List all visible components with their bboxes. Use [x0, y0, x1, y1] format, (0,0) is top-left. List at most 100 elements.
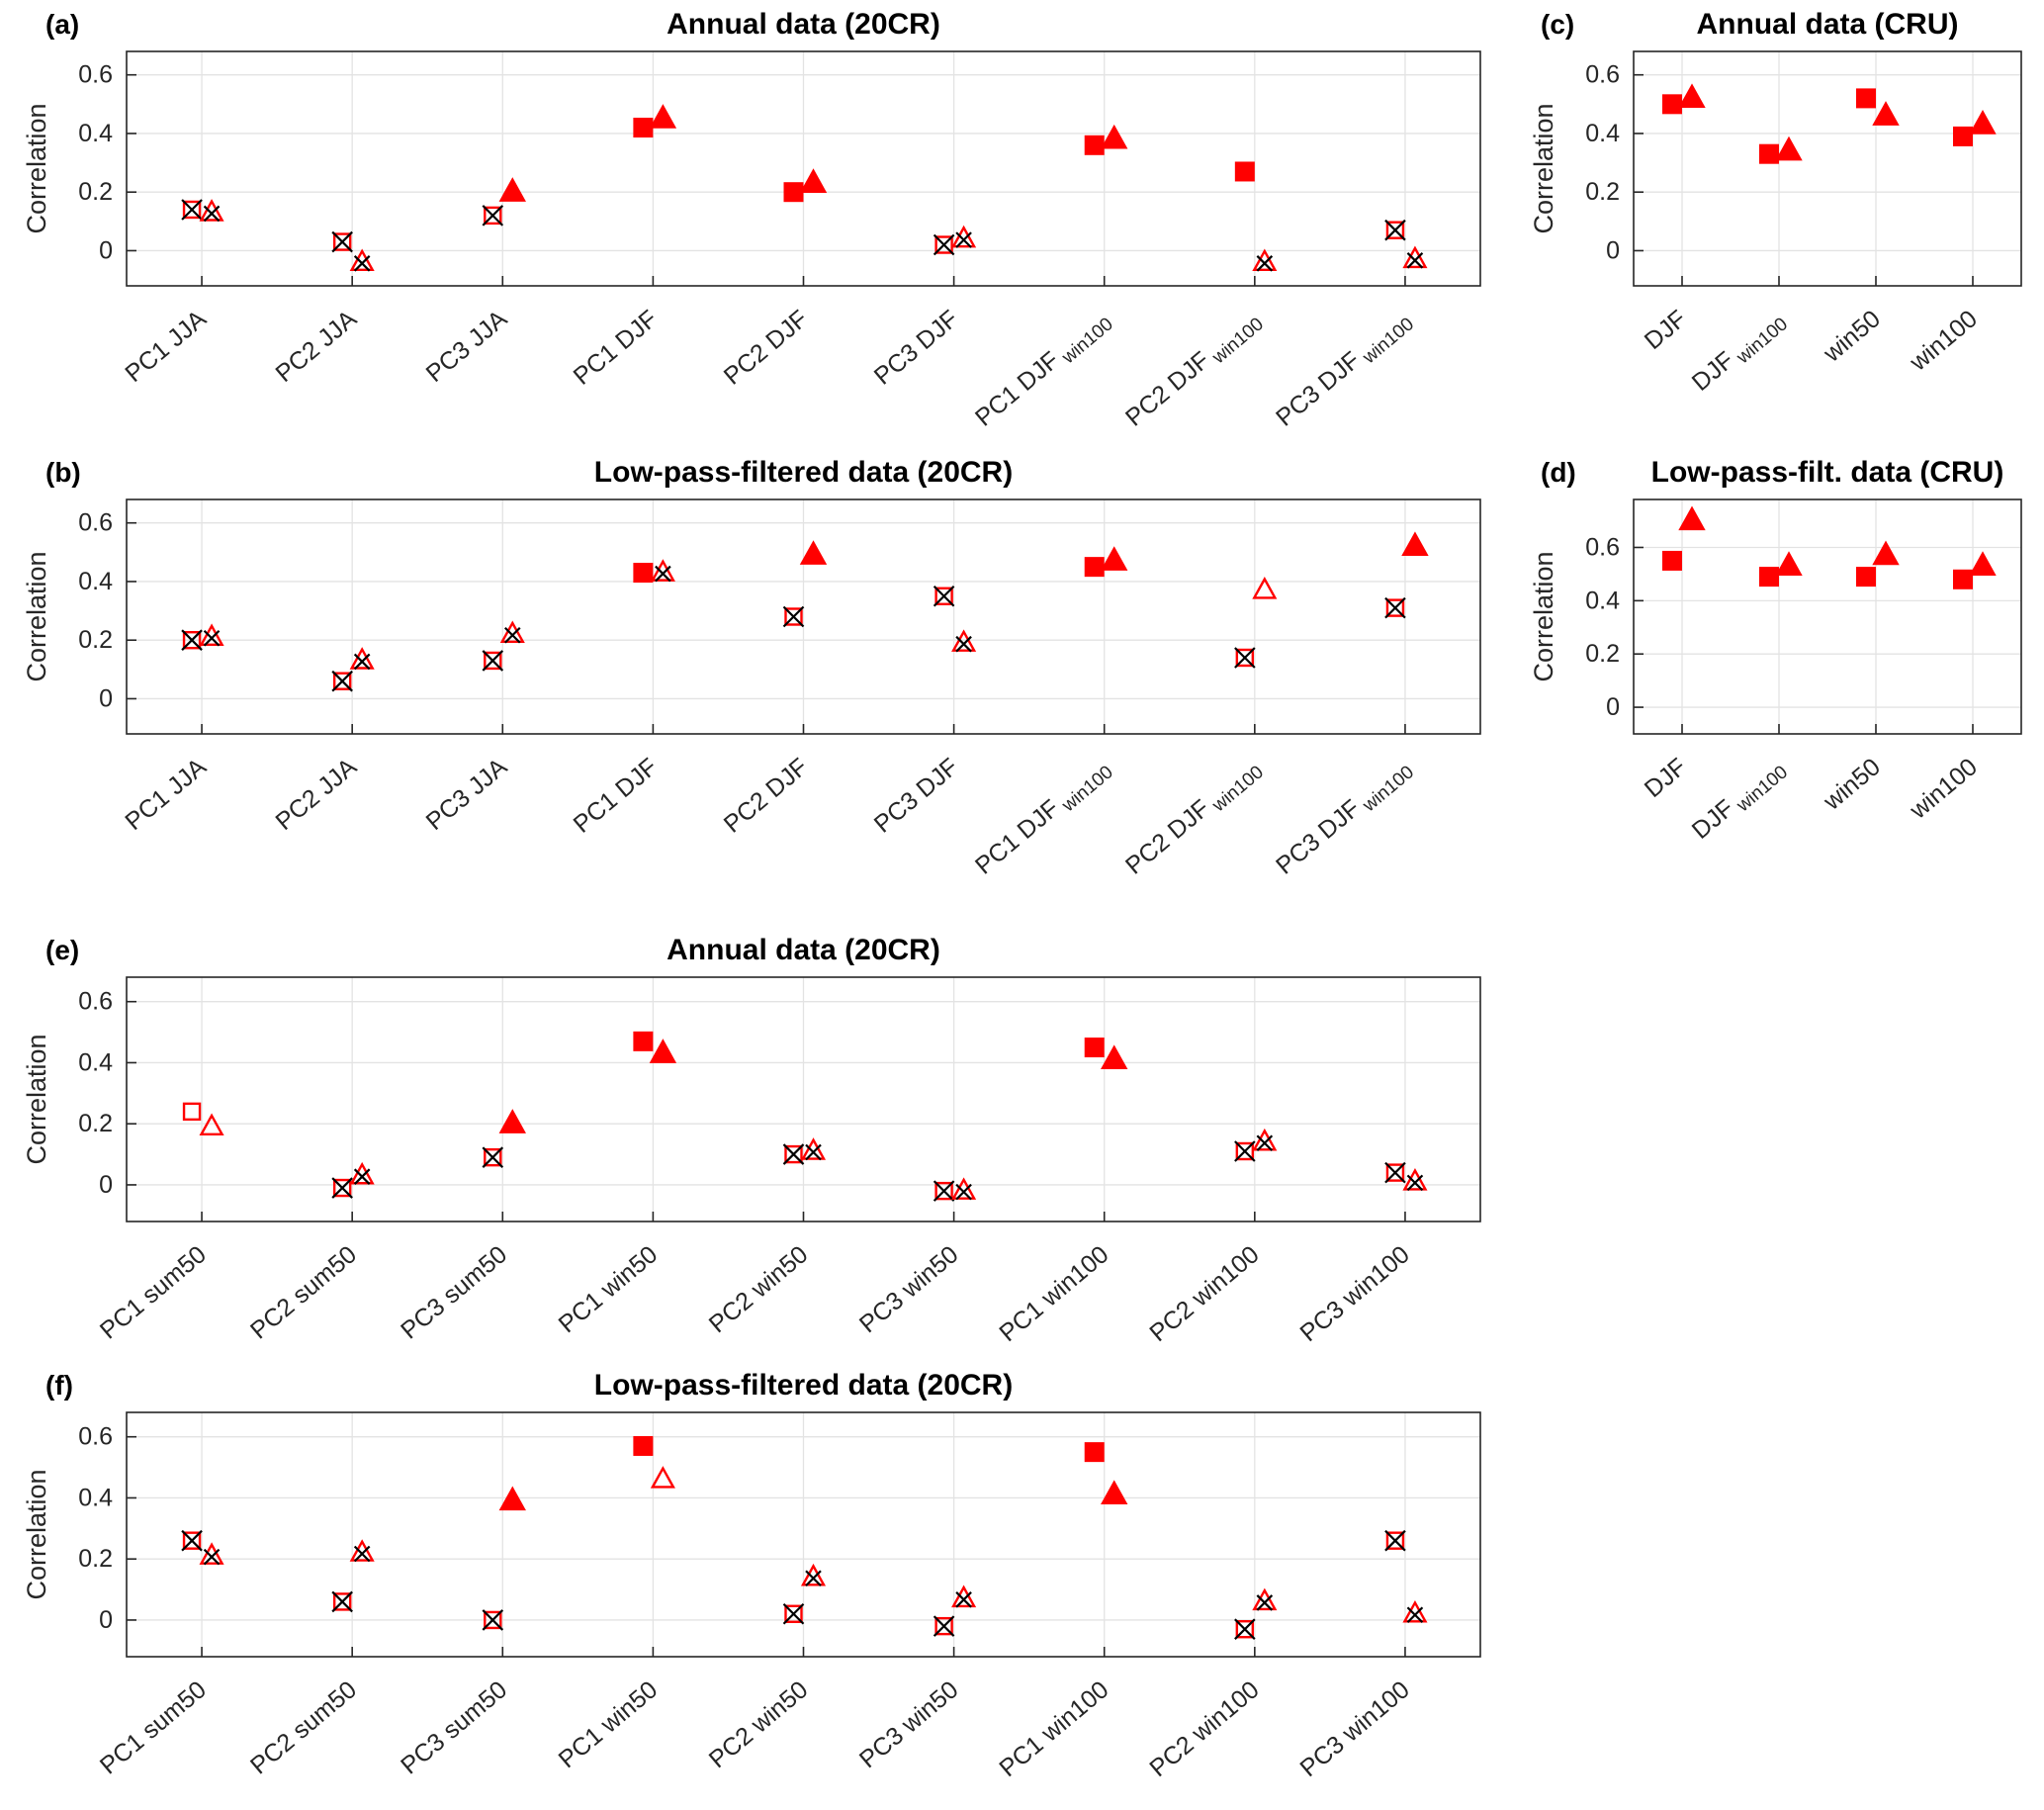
- marker-square-filled-icon: [783, 182, 804, 203]
- x-cross-icon: [181, 629, 203, 651]
- marker-square-open_x-icon: [934, 587, 953, 605]
- y-tick-label: 0.6: [78, 61, 113, 89]
- plot-area: [1634, 499, 2021, 734]
- x-cross-icon: [482, 1146, 504, 1168]
- marker-triangle-filled-icon: [1678, 83, 1706, 109]
- marker-triangle-open_x-icon: [1402, 245, 1428, 269]
- x-cross-icon: [782, 1602, 805, 1625]
- x-cross-icon: [203, 629, 221, 647]
- x-tick-label: PC2 win100: [1144, 1675, 1264, 1782]
- x-cross-icon: [782, 1143, 805, 1165]
- marker-square-open_x-icon: [484, 206, 502, 226]
- marker-triangle-open_x-icon: [951, 225, 977, 248]
- marker-triangle-filled-icon: [649, 1039, 677, 1063]
- x-cross-icon: [955, 231, 972, 248]
- marker-triangle-filled-icon: [1775, 136, 1803, 161]
- marker-square-filled-icon: [633, 118, 654, 138]
- x-cross-icon: [331, 670, 353, 692]
- y-axis-label: Correlation: [1529, 551, 1558, 681]
- marker-square-filled-icon: [1759, 143, 1779, 164]
- x-tick-label: PC3 DJFwin100: [1271, 305, 1418, 435]
- marker-square-filled-icon: [1234, 161, 1255, 182]
- x-cross-icon: [1234, 1618, 1256, 1640]
- x-cross-icon: [805, 1143, 822, 1161]
- marker-triangle-open_x-icon: [650, 559, 675, 582]
- panel-a: 0 0.2 0.4 0.6 PC1 JJA PC2 JJA PC3 JJA PC1 DJF PC…: [22, 8, 1481, 435]
- marker-square-open_x-icon: [934, 235, 953, 254]
- x-cross-icon: [331, 230, 353, 253]
- marker-triangle-filled-icon: [1872, 101, 1900, 126]
- x-tick-label: PC1 win50: [554, 1240, 664, 1338]
- x-tick-label: PC1 DJFwin100: [970, 753, 1117, 883]
- marker-triangle-filled-icon: [1872, 540, 1900, 566]
- marker-square-filled-icon: [1084, 1442, 1105, 1463]
- x-tick-label: PC2 DJF: [719, 753, 814, 839]
- panel-letter: (e): [45, 935, 79, 965]
- x-cross-icon: [1384, 596, 1406, 619]
- x-cross-icon: [353, 255, 371, 272]
- marker-triangle-open_x-icon: [499, 620, 525, 644]
- marker-square-filled-icon: [1084, 135, 1105, 155]
- marker-triangle-open_x-icon: [349, 1539, 375, 1562]
- panel-title: Annual data (20CR): [667, 8, 940, 41]
- marker-triangle-filled-icon: [1101, 124, 1128, 149]
- x-cross-icon: [331, 1177, 353, 1199]
- marker-triangle-open_x-icon: [1402, 1168, 1428, 1191]
- x-cross-icon: [1406, 252, 1424, 269]
- y-tick-label: 0.4: [78, 1484, 113, 1511]
- panel-letter: (d): [1541, 457, 1576, 488]
- y-tick-label: 0.6: [1585, 61, 1620, 89]
- plot-area: [1634, 51, 2021, 286]
- marker-triangle-filled-icon: [1678, 505, 1706, 531]
- marker-square-open_x-icon: [934, 1616, 953, 1636]
- marker-square-open_x-icon: [1385, 1531, 1405, 1550]
- x-tick-label: win50: [1818, 753, 1886, 816]
- marker-square-open_x-icon: [182, 631, 202, 650]
- y-tick-label: 0: [99, 1171, 113, 1199]
- marker-square-filled-icon: [633, 1435, 654, 1456]
- x-tick-label: PC2 win50: [704, 1675, 814, 1773]
- marker-triangle-open_x-icon: [349, 1161, 375, 1185]
- x-tick-label: PC2 sum50: [245, 1240, 362, 1344]
- x-tick-label: PC1 win50: [554, 1675, 664, 1773]
- marker-triangle-filled-icon: [498, 1109, 526, 1133]
- marker-triangle-open_x-icon: [199, 1542, 224, 1565]
- x-tick-label: PC1 DJF: [569, 753, 664, 839]
- panel-letter: (a): [45, 9, 79, 40]
- marker-triangle-filled-icon: [498, 1486, 526, 1511]
- x-tick-label: PC3 win100: [1295, 1675, 1415, 1782]
- x-cross-icon: [1384, 1529, 1406, 1552]
- x-cross-icon: [1406, 1174, 1424, 1192]
- marker-triangle-filled-icon: [1101, 1044, 1128, 1070]
- marker-square-open_x-icon: [1385, 598, 1405, 617]
- marker-square-open_x-icon: [784, 1144, 803, 1164]
- y-tick-label: 0.6: [78, 1423, 113, 1451]
- marker-triangle-open_x-icon: [199, 623, 224, 646]
- marker-square-open_x-icon: [484, 651, 502, 671]
- y-tick-label: 0.2: [1585, 640, 1620, 668]
- marker-triangle-filled-icon: [1401, 531, 1429, 557]
- x-tick-label: PC2 DJFwin100: [1120, 305, 1268, 435]
- marker-square-open_x-icon: [182, 200, 202, 220]
- marker-square-open_x-icon: [784, 1604, 803, 1623]
- x-tick-label: PC1 DJFwin100: [970, 305, 1117, 435]
- y-axis-label: Correlation: [1529, 103, 1558, 233]
- marker-triangle-open_x-icon: [800, 1137, 827, 1160]
- x-cross-icon: [482, 650, 504, 672]
- panel-b: 0 0.2 0.4 0.6 PC1 JJA PC2 JJA PC3 JJA PC1 DJF PC…: [22, 456, 1481, 883]
- x-cross-icon: [782, 605, 805, 628]
- x-tick-label: win50: [1818, 305, 1886, 368]
- marker-square-filled-icon: [1953, 569, 1973, 589]
- y-tick-label: 0: [99, 236, 113, 264]
- x-cross-icon: [1234, 647, 1256, 669]
- marker-triangle-open_x-icon: [951, 629, 977, 652]
- y-tick-label: 0.4: [1585, 120, 1620, 147]
- x-tick-label: PC3 sum50: [396, 1240, 512, 1344]
- marker-square-open_x-icon: [1385, 221, 1405, 239]
- x-cross-icon: [1256, 255, 1274, 272]
- panel-e: 0 0.2 0.4 0.6 PC1 sum50 PC2 sum50 PC3 sum50 PC1…: [22, 934, 1481, 1347]
- marker-triangle-open_x-icon: [1252, 248, 1278, 272]
- x-cross-icon: [353, 1168, 371, 1185]
- x-cross-icon: [933, 1615, 955, 1637]
